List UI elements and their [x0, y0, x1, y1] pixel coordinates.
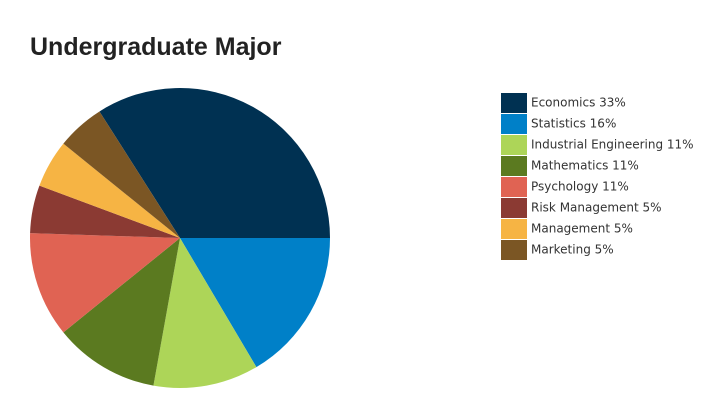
pie-slice	[39, 143, 181, 238]
legend-label: Statistics 16%	[531, 117, 616, 131]
pie-slice	[63, 238, 180, 386]
legend-swatch	[501, 240, 527, 260]
legend-label: Management 5%	[531, 222, 633, 236]
legend-swatch	[501, 198, 527, 218]
legend-swatch	[501, 114, 527, 134]
pie-slice	[30, 185, 181, 238]
legend-label: Economics 33%	[531, 96, 626, 110]
pie-slice	[99, 88, 330, 238]
legend-label: Mathematics 11%	[531, 159, 639, 173]
legend-swatch	[501, 93, 527, 113]
legend-label: Marketing 5%	[531, 243, 614, 257]
pie-slice	[63, 111, 180, 238]
legend-swatch	[501, 177, 527, 197]
chart-title: Undergraduate Major	[30, 33, 282, 61]
legend-swatch	[501, 156, 527, 176]
legend-swatch	[501, 219, 527, 239]
pie-slice	[30, 233, 180, 333]
legend-label: Psychology 11%	[531, 180, 629, 194]
legend-label: Risk Management 5%	[531, 201, 662, 215]
pie-slice	[180, 238, 330, 368]
legend-label: Industrial Engineering 11%	[531, 138, 694, 152]
legend-swatch	[501, 135, 527, 155]
pie-slice	[153, 238, 257, 388]
